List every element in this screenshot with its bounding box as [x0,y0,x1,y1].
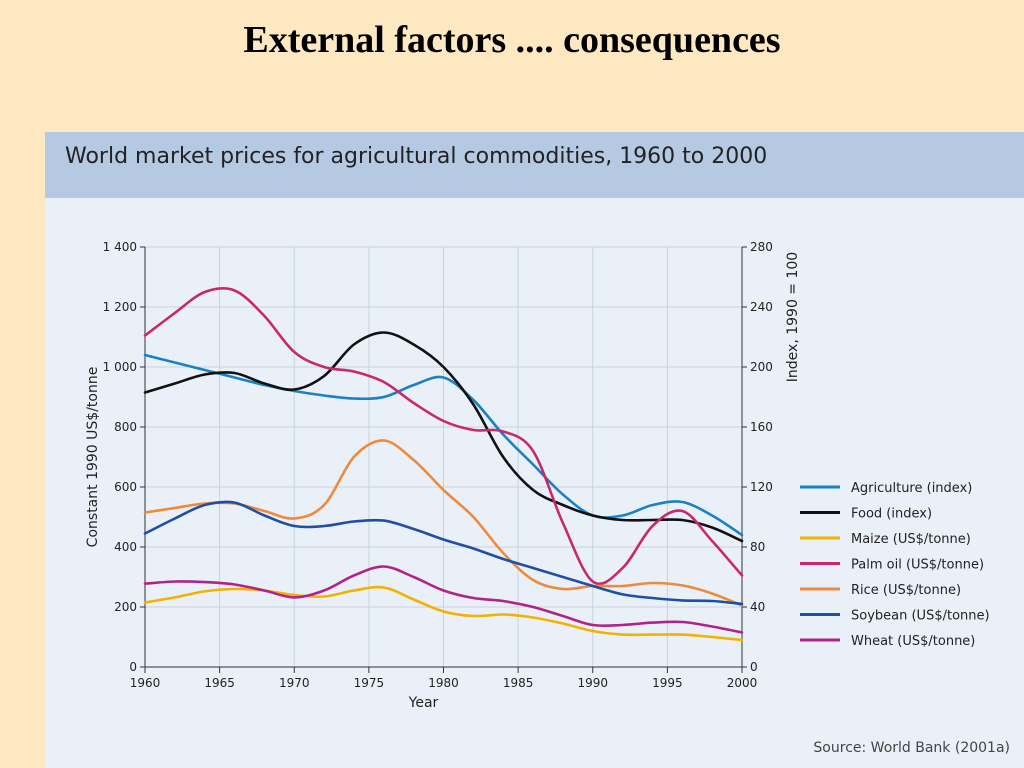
y-tick-label: 200 [114,600,137,614]
series-line-soybean [143,500,744,606]
x-tick-label: 1970 [279,676,310,690]
x-tick-label: 1985 [503,676,534,690]
x-tick-label: 1965 [204,676,235,690]
x-tick-label: 1980 [428,676,459,690]
slide-title: External factors .... consequences [243,19,781,61]
y2-axis-title: Index, 1990 = 100 [785,252,801,382]
series-line-wheat [143,565,744,634]
series-line-palm-oil [143,286,744,586]
legend-label: Agriculture (index) [851,481,972,496]
y2-tick-label: 80 [750,540,765,554]
y-tick-label: 800 [114,420,137,434]
series-lines [143,286,744,642]
series-line-maize [143,585,744,642]
legend-label: Food (index) [851,507,932,522]
x-tick-label: 1990 [577,676,608,690]
chart-header: World market prices for agricultural com… [45,132,1024,198]
legend-label: Wheat (US$/tonne) [851,634,975,649]
y-tick-label: 400 [114,540,137,554]
legend-label: Maize (US$/tonne) [851,532,971,547]
y2-tick-label: 200 [750,360,773,374]
series-line-agriculture-index [143,353,744,537]
y-tick-label: 1 400 [103,240,137,254]
source-note: Source: World Bank (2001a) [813,740,1010,756]
chart-title: World market prices for agricultural com… [65,144,768,169]
y-tick-label: 0 [129,660,137,674]
x-tick-label: 2000 [727,676,758,690]
chart-panel: World market prices for agricultural com… [45,132,1024,768]
grid [144,246,743,668]
y-axis-title: Constant 1990 US$/tonne [85,367,101,548]
x-tick-label: 1975 [354,676,385,690]
legend-label: Soybean (US$/tonne) [851,609,990,624]
y2-tick-label: 160 [750,420,773,434]
y2-tick-label: 120 [750,480,773,494]
y2-tick-label: 240 [750,300,773,314]
series-line-food-index [143,331,744,543]
y-tick-label: 1 000 [103,360,137,374]
legend-label: Rice (US$/tonne) [851,583,961,598]
x-tick-label: 1995 [652,676,683,690]
y2-tick-label: 280 [750,240,773,254]
y2-tick-label: 40 [750,600,765,614]
chart-svg: 0 200 400 600 800 1 000 1 200 1 400 0 40 80 120 160 2… [85,240,990,711]
x-tick-label: 1960 [130,676,161,690]
y2-tick-label: 0 [750,660,758,674]
y-tick-label: 1 200 [103,300,137,314]
legend: Agriculture (index) Food (index) Maize (US… [800,481,990,649]
legend-label: Palm oil (US$/tonne) [851,558,984,573]
x-axis-title: Year [408,695,439,711]
y-tick-label: 600 [114,480,137,494]
axes: 0 200 400 600 800 1 000 1 200 1 400 0 40 80 120 160 2… [85,240,801,711]
